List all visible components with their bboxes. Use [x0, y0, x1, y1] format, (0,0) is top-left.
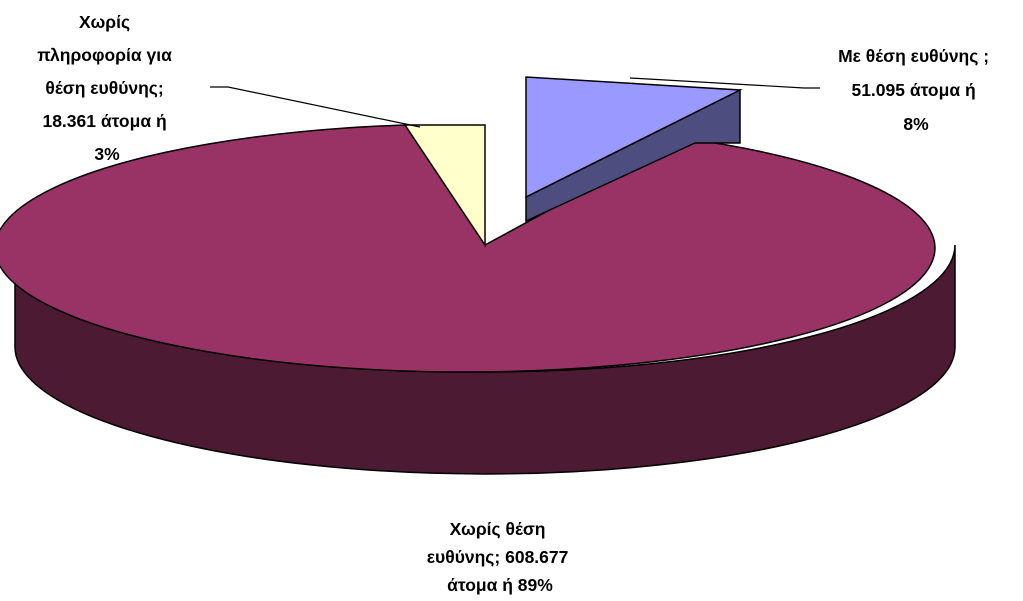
slice-no-information	[403, 124, 486, 248]
label-without-responsibility-line-3: άτομα ή 89%	[447, 575, 553, 595]
label-with-responsibility-line-2: 51.095 άτομα ή	[851, 80, 975, 100]
slice-without-responsibility	[0, 124, 936, 373]
leader-line-no-information	[210, 86, 421, 128]
slice-with-responsibility	[525, 76, 743, 199]
label-no-information-line-3: θέση ευθύνης;	[45, 78, 163, 98]
label-with-responsibility-line-3: 8%	[903, 114, 929, 134]
slice-group-without-responsibility	[0, 124, 956, 475]
label-no-information-line-2: πληροφορία για	[37, 45, 172, 65]
label-without-responsibility: Χωρίς θέση ευθύνης; 608.677 άτομα ή 89%	[427, 519, 573, 595]
label-without-responsibility-line-1: Χωρίς θέση	[450, 519, 546, 539]
label-with-responsibility-line-1: Με θέση ευθύνης ;	[838, 46, 989, 66]
label-with-responsibility: Με θέση ευθύνης ; 51.095 άτομα ή 8%	[838, 46, 994, 134]
leader-line-with-responsibility	[629, 77, 820, 89]
label-no-information-line-1: Χωρίς	[79, 12, 130, 32]
label-without-responsibility-line-2: ευθύνης; 608.677	[427, 547, 569, 567]
label-no-information: Χωρίς πληροφορία για θέση ευθύνης; 18.36…	[37, 12, 176, 164]
label-no-information-line-4: 18.361 άτομα ή	[42, 111, 166, 131]
label-no-information-line-5: 3%	[94, 144, 120, 164]
slice-group-with-responsibility	[525, 76, 743, 223]
